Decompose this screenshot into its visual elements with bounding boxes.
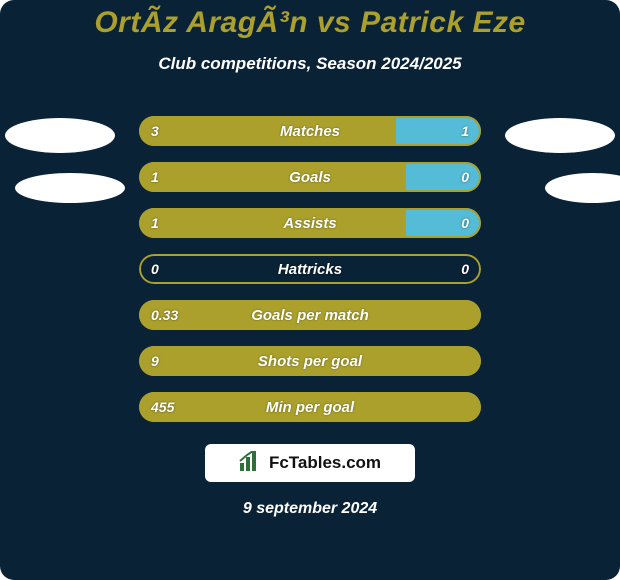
stat-label: Goals per match: [139, 300, 481, 330]
player-photo-right-1: [505, 118, 615, 153]
stat-row: 0.33Goals per match: [139, 300, 481, 330]
player-photo-right-2: [545, 173, 620, 203]
date-text: 9 september 2024: [243, 500, 377, 518]
comparison-card: OrtÃz AragÃ³n vs Patrick Eze Club compet…: [0, 0, 620, 580]
stat-row: 9Shots per goal: [139, 346, 481, 376]
subtitle: Club competitions, Season 2024/2025: [158, 54, 461, 74]
stat-row: 31Matches: [139, 116, 481, 146]
stat-row: 455Min per goal: [139, 392, 481, 422]
player-photo-left-2: [15, 173, 125, 203]
branding-text: FcTables.com: [269, 453, 381, 473]
stat-label: Goals: [139, 162, 481, 192]
player-photo-left-1: [5, 118, 115, 153]
bar-chart-icon: [239, 451, 263, 476]
stat-label: Min per goal: [139, 392, 481, 422]
stats-list: 31Matches 10Goals 10Assists 00Hattricks 0.33…: [139, 116, 481, 422]
stat-row: 10Assists: [139, 208, 481, 238]
stat-label: Matches: [139, 116, 481, 146]
stat-label: Hattricks: [139, 254, 481, 284]
stat-row: 10Goals: [139, 162, 481, 192]
stat-row: 00Hattricks: [139, 254, 481, 284]
page-title: OrtÃz AragÃ³n vs Patrick Eze: [94, 6, 525, 40]
stat-label: Shots per goal: [139, 346, 481, 376]
branding-badge: FcTables.com: [205, 444, 415, 482]
stat-label: Assists: [139, 208, 481, 238]
